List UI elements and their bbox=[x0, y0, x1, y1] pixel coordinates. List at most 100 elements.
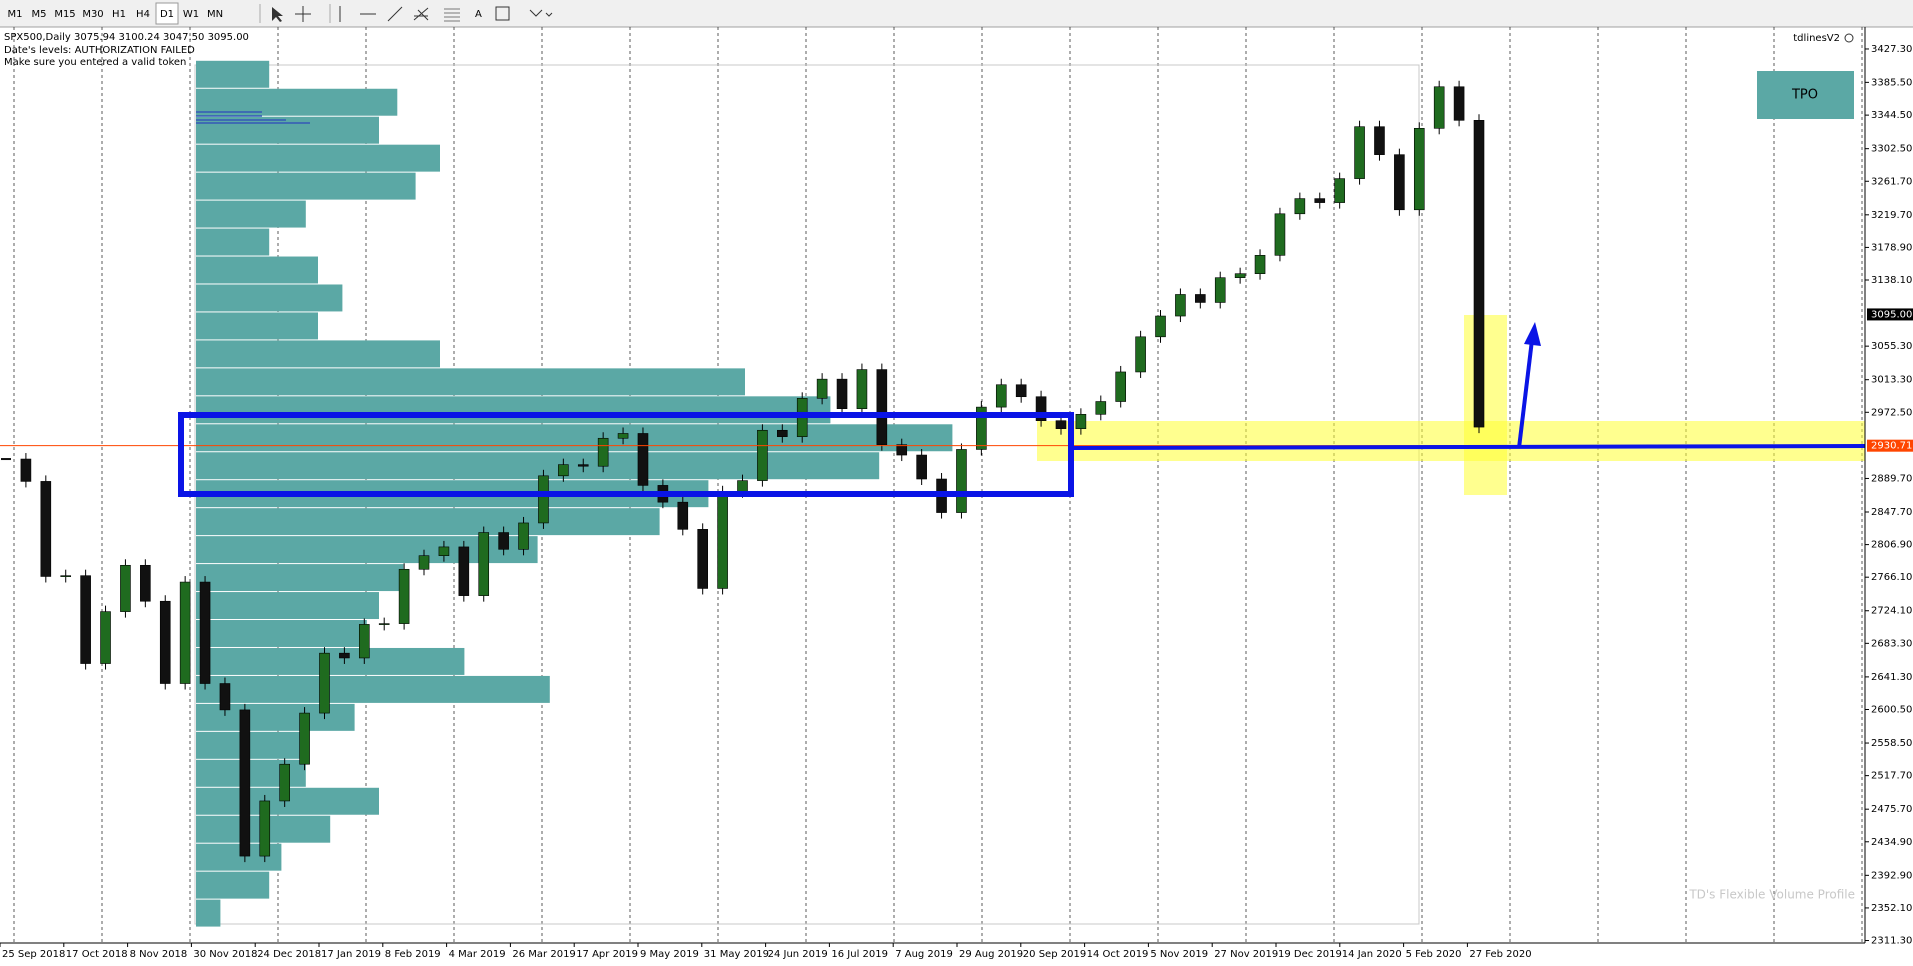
crosshair-tool[interactable] bbox=[295, 6, 311, 22]
y-tick-label: 3013.30 bbox=[1871, 375, 1912, 386]
candle bbox=[737, 480, 748, 493]
candle bbox=[916, 454, 927, 480]
profile-bar bbox=[196, 116, 379, 144]
candle bbox=[717, 491, 728, 589]
arrows-tool[interactable] bbox=[529, 9, 553, 17]
fibo-tool[interactable] bbox=[444, 8, 460, 22]
candle bbox=[100, 611, 111, 664]
profile-bar bbox=[196, 256, 318, 284]
timeframe-bar: M1 M5 M15 M30 H1 H4 D1 W1 MN bbox=[8, 2, 223, 25]
y-tick-label: 3219.70 bbox=[1871, 210, 1912, 221]
candle bbox=[339, 652, 350, 659]
candle bbox=[1234, 273, 1246, 278]
tpo-button[interactable] bbox=[1757, 71, 1854, 119]
x-tick-label: 8 Nov 2018 bbox=[130, 949, 188, 960]
profile-bar bbox=[196, 620, 367, 647]
level-price-label: 2930.71 bbox=[1871, 441, 1912, 452]
candle bbox=[219, 683, 231, 711]
profile-bar bbox=[196, 731, 306, 759]
candle bbox=[199, 581, 211, 684]
profile-bar bbox=[196, 675, 550, 703]
x-tick-label: 24 Jun 2019 bbox=[768, 949, 828, 960]
date-axis: 25 Sep 2018 17 Oct 2018 8 Nov 2018 30 Nov 2… bbox=[0, 943, 1532, 960]
candle bbox=[597, 437, 609, 467]
candle bbox=[1274, 213, 1286, 256]
candle bbox=[956, 449, 967, 513]
profile-bar bbox=[196, 88, 398, 116]
indicator-name: tdlinesV2 bbox=[1793, 33, 1840, 44]
y-tick-label: 2766.10 bbox=[1871, 572, 1912, 583]
candle bbox=[836, 378, 848, 410]
timeframe-button[interactable]: H4 bbox=[136, 9, 150, 20]
label-tool[interactable] bbox=[495, 6, 510, 21]
candle bbox=[60, 575, 72, 577]
profile-bar bbox=[196, 228, 270, 256]
y-tick-label: 2558.50 bbox=[1871, 738, 1912, 749]
timeframe-button[interactable]: M1 bbox=[8, 9, 23, 20]
timeframe-button[interactable]: H1 bbox=[112, 9, 126, 20]
candle bbox=[876, 369, 888, 445]
candle bbox=[995, 384, 1007, 408]
candle bbox=[538, 475, 549, 524]
candle bbox=[438, 546, 450, 557]
channel-tool[interactable] bbox=[413, 7, 429, 21]
watermark: TD's Flexible Volume Profile bbox=[1688, 888, 1855, 902]
candle bbox=[299, 712, 310, 765]
x-tick-label: 16 Jul 2019 bbox=[831, 949, 888, 960]
timeframe-button[interactable]: W1 bbox=[183, 9, 199, 20]
y-tick-label: 2724.10 bbox=[1871, 606, 1912, 617]
candle bbox=[20, 458, 32, 482]
profile-bar bbox=[196, 871, 270, 899]
x-tick-label: 17 Jan 2019 bbox=[321, 949, 381, 960]
candle bbox=[1354, 126, 1365, 179]
y-tick-label: 2889.70 bbox=[1871, 473, 1912, 484]
y-tick-label: 2600.50 bbox=[1871, 704, 1912, 715]
x-tick-label: 19 Dec 2019 bbox=[1278, 949, 1342, 960]
candle bbox=[1394, 154, 1405, 211]
candle bbox=[1453, 86, 1465, 121]
candle bbox=[80, 575, 91, 664]
profile-bar bbox=[196, 592, 379, 620]
y-tick-label: 2475.70 bbox=[1871, 804, 1912, 815]
timeframe-button[interactable]: D1 bbox=[160, 9, 174, 20]
candle bbox=[140, 564, 151, 602]
candle bbox=[1473, 120, 1485, 428]
candle bbox=[976, 406, 987, 450]
candle bbox=[159, 600, 171, 684]
timeframe-button[interactable]: M15 bbox=[54, 9, 75, 20]
timeframe-button[interactable]: M30 bbox=[82, 9, 103, 20]
x-tick-label: 25 Sep 2018 bbox=[2, 949, 65, 960]
timeframe-button[interactable]: M5 bbox=[32, 9, 47, 20]
levels-status: Date's levels: AUTHORIZATION FAILED bbox=[4, 45, 195, 56]
profile-bar bbox=[196, 396, 831, 424]
tpo-label[interactable]: TPO bbox=[1791, 88, 1818, 103]
profile-top-lines bbox=[196, 111, 310, 124]
symbol-info: SPX500,Daily 3075.94 3100.24 3047.50 309… bbox=[4, 32, 249, 43]
y-tick-label: 3427.30 bbox=[1871, 44, 1912, 55]
x-tick-label: 27 Feb 2020 bbox=[1469, 949, 1531, 960]
token-message: Make sure you entered a valid token bbox=[4, 57, 186, 68]
y-tick-label: 3138.10 bbox=[1871, 275, 1912, 286]
candle bbox=[120, 564, 131, 612]
y-tick-label: 3385.50 bbox=[1871, 77, 1912, 88]
candle bbox=[1115, 371, 1127, 402]
text-tool-icon[interactable]: A bbox=[475, 9, 482, 20]
profile-bar bbox=[196, 144, 440, 172]
candle bbox=[259, 800, 271, 857]
trendline-tool[interactable] bbox=[387, 6, 403, 22]
timeframe-button[interactable]: MN bbox=[207, 9, 223, 20]
cursor-tool[interactable] bbox=[272, 7, 283, 22]
x-tick-label: 17 Oct 2018 bbox=[66, 949, 128, 960]
annotation-box bbox=[178, 412, 1074, 497]
y-tick-label: 2683.30 bbox=[1871, 638, 1912, 649]
profile-bar bbox=[196, 424, 953, 452]
indicator-icon[interactable] bbox=[1844, 33, 1854, 43]
candle bbox=[697, 529, 708, 589]
candle bbox=[498, 532, 509, 550]
profile-bar bbox=[196, 368, 745, 396]
candle bbox=[478, 532, 490, 596]
y-tick-label: 3261.70 bbox=[1871, 176, 1912, 187]
y-tick-label: 3055.30 bbox=[1871, 341, 1912, 352]
candle bbox=[1095, 401, 1107, 415]
timeframe-active bbox=[155, 2, 179, 25]
